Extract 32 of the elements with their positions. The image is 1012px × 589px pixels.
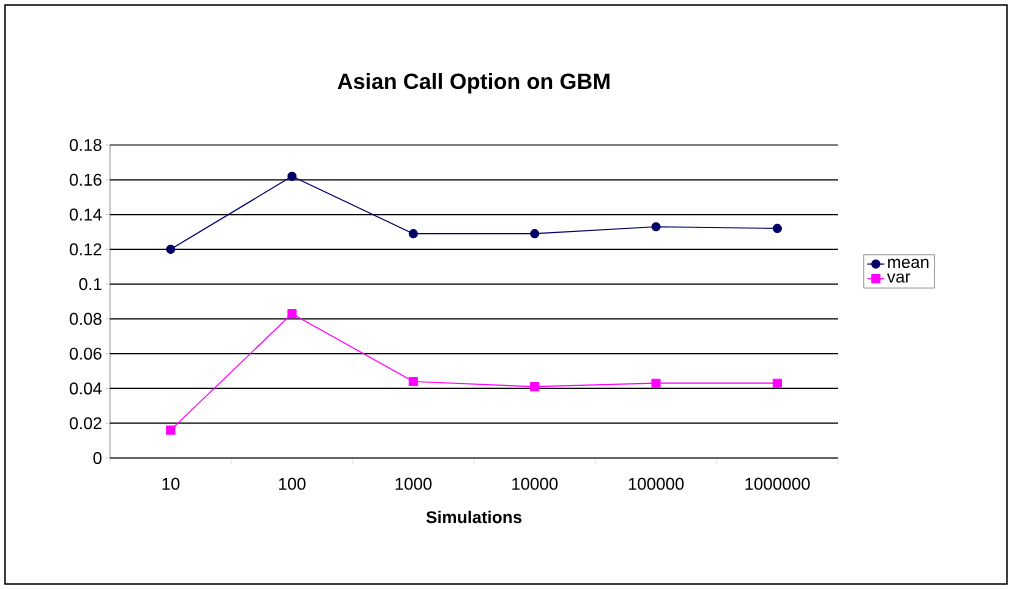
x-tick-label: 1000 — [395, 477, 432, 490]
point — [408, 376, 418, 387]
y-tick-label: 0.06 — [69, 347, 102, 360]
point — [408, 229, 418, 239]
point — [287, 171, 297, 181]
x-tick-label: 100000 — [628, 477, 684, 490]
x-tick-label: 10 — [162, 477, 180, 490]
legend-label: var — [887, 273, 911, 283]
point — [166, 244, 176, 254]
point — [530, 382, 540, 392]
point — [166, 425, 176, 435]
y-tick-label: 0.1 — [79, 278, 102, 291]
point — [530, 229, 540, 239]
y-tick-label: 0.08 — [69, 312, 102, 325]
point — [651, 378, 661, 388]
point — [772, 378, 782, 388]
y-tick-label: 0.16 — [69, 173, 102, 186]
y-tick-label: 0.18 — [69, 138, 102, 152]
x-tick-label: 100 — [279, 477, 306, 490]
y-tick-label: 0.04 — [69, 382, 102, 395]
legend-label: mean — [888, 258, 929, 269]
y-tick-label: 0.12 — [69, 243, 102, 256]
x-tick-label: 1000000 — [745, 477, 810, 490]
chart-title: Asian Call Option on GBM — [337, 72, 610, 94]
x-tick-label: 10000 — [512, 477, 558, 490]
point — [772, 223, 782, 234]
point — [651, 222, 661, 232]
y-tick-label: 0.14 — [69, 208, 102, 221]
y-tick-label: 0.02 — [69, 417, 102, 430]
y-tick-label: 0 — [93, 451, 102, 465]
x-axis-title: Simulations — [426, 510, 522, 524]
point — [287, 309, 297, 319]
